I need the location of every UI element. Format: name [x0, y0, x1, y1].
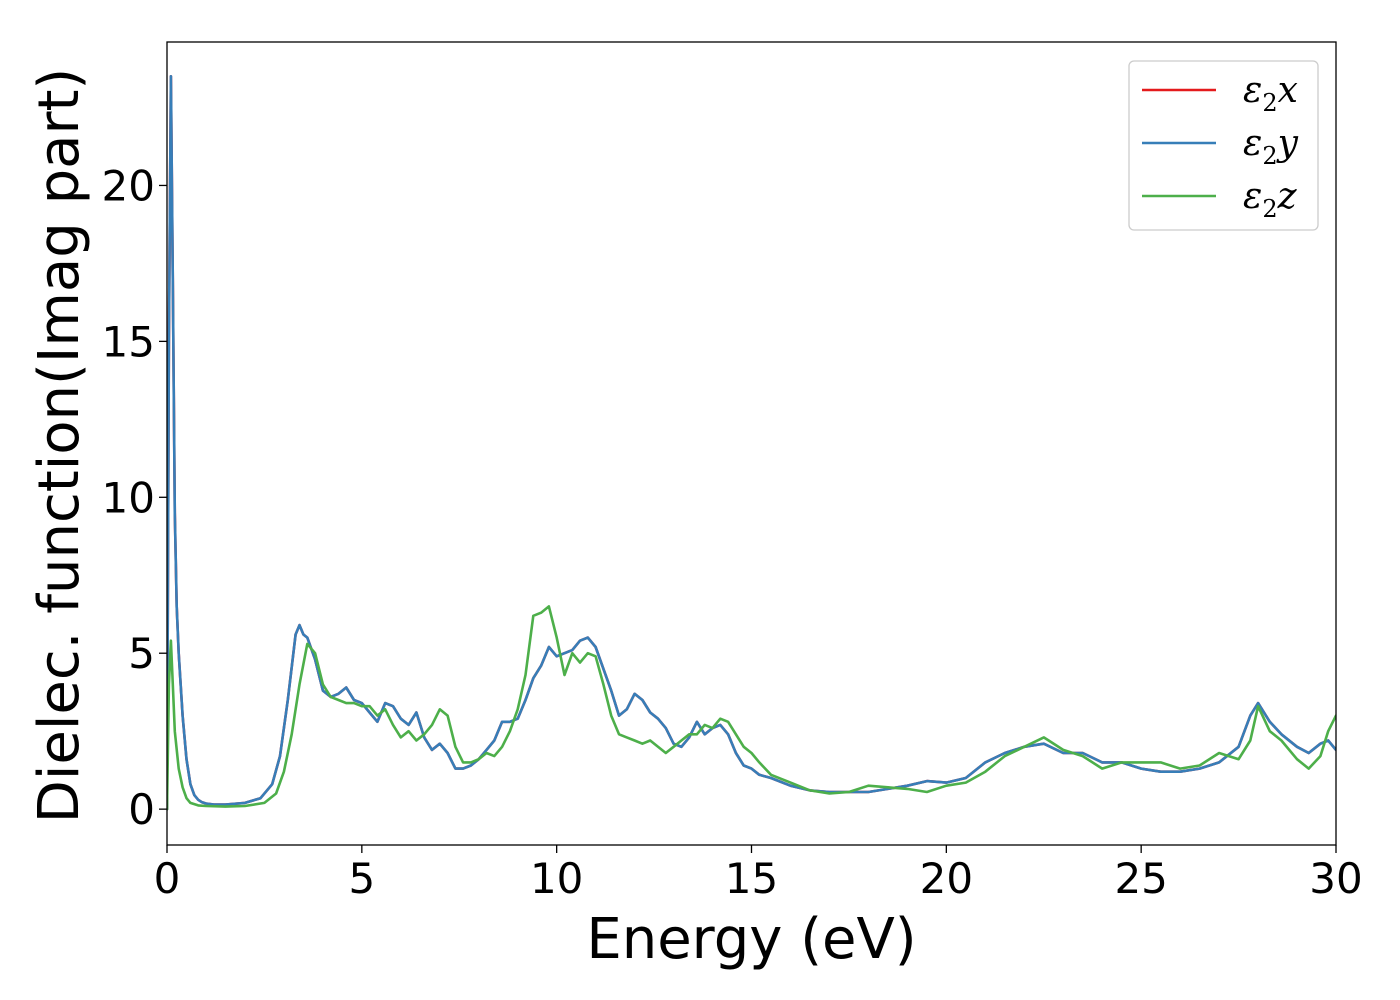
legend-epsilon: ε — [1243, 176, 1262, 217]
y-tick-label: 5 — [128, 629, 155, 678]
legend-subscript: 2 — [1262, 142, 1277, 170]
x-axis-title: Energy (eV) — [586, 907, 916, 972]
axis-ticks: 0 5 10 15 20 25 30 0 5 10 15 20 — [102, 161, 1363, 903]
legend-label-y: ε2y — [1243, 123, 1299, 170]
x-tick-label: 10 — [530, 854, 583, 903]
legend-label-x: ε2x — [1243, 70, 1298, 117]
series-line-z — [167, 605, 1336, 811]
legend-subscript: 2 — [1262, 195, 1277, 223]
x-tick-label: 20 — [920, 854, 973, 903]
x-tick-label: 15 — [725, 854, 778, 903]
y-axis-title: Dielec. function(Imag part) — [27, 68, 92, 824]
y-tick-label: 20 — [102, 161, 155, 210]
legend-variable: x — [1278, 70, 1298, 111]
legend-variable: y — [1276, 123, 1299, 164]
y-tick-label: 10 — [102, 473, 155, 522]
series-lines — [167, 75, 1336, 811]
y-tick-label: 0 — [128, 785, 155, 834]
x-tick-label: 25 — [1114, 854, 1167, 903]
legend-variable: z — [1277, 176, 1298, 217]
x-tick-label: 0 — [154, 854, 181, 903]
legend-subscript: 2 — [1262, 89, 1277, 117]
legend-label-z: ε2z — [1243, 176, 1298, 223]
x-tick-label: 5 — [348, 854, 375, 903]
y-tick-label: 15 — [102, 317, 155, 366]
legend-box — [1128, 60, 1319, 231]
legend-epsilon: ε — [1243, 70, 1262, 111]
legend-epsilon: ε — [1243, 123, 1262, 164]
x-tick-label: 30 — [1309, 854, 1362, 903]
series-line-y — [167, 75, 1336, 811]
